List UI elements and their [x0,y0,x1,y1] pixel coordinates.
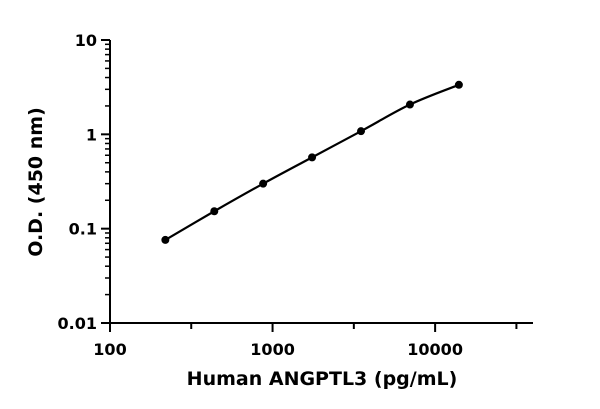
data-point [210,207,219,216]
x-tick-label: 1000 [250,340,295,359]
data-point [259,179,268,188]
data-point [454,80,463,89]
x-axis-title: Human ANGPTL3 (pg/mL) [187,368,458,390]
y-tick-label: 0.01 [58,314,97,333]
x-tick-label: 10000 [407,340,463,359]
y-axis-title: O.D. (450 nm) [25,107,47,257]
data-point [308,153,317,162]
y-tick-label: 1 [86,125,97,144]
y-tick-label: 10 [75,31,97,50]
data-point [405,100,414,109]
x-tick-label: 100 [93,340,126,359]
fit-curve [164,83,460,241]
y-axis [101,39,111,324]
data-point [161,235,170,244]
x-axis [109,322,533,332]
data-point [357,127,366,136]
y-tick-label: 0.1 [69,220,97,239]
